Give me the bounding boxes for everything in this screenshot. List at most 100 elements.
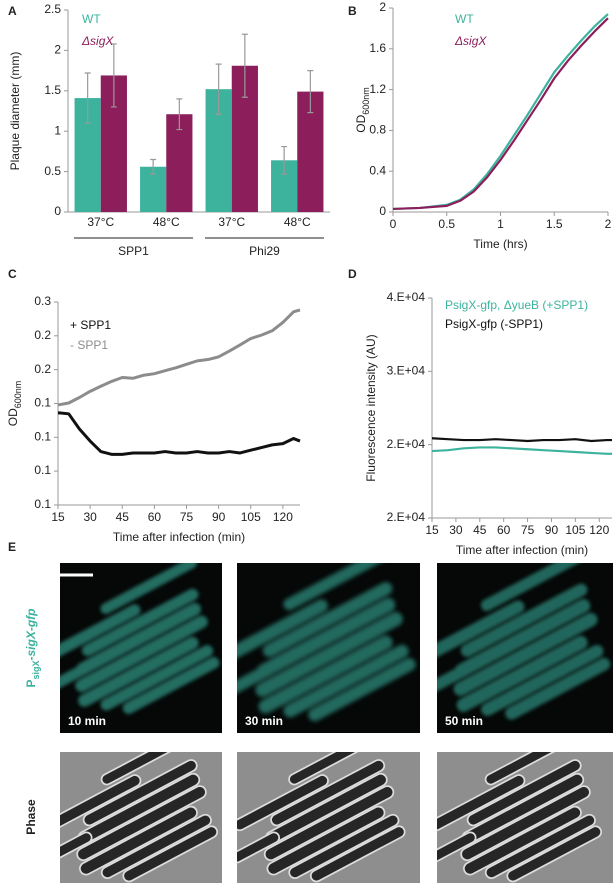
x-axis-label: Time after infection (min) (456, 543, 588, 557)
group-label: SPP1 (118, 244, 149, 258)
series-line (57, 411, 301, 456)
y-tick-label: 2 (379, 0, 386, 14)
error-bar (241, 33, 248, 98)
x-tick-label: 75 (180, 510, 194, 524)
x-tick-label: 45 (473, 523, 487, 537)
y-tick-label: 0.1 (34, 463, 51, 477)
panel-e: E 10 min 30 min 50 min PsigX-sigX-gfp Ph… (8, 540, 613, 883)
y-tick-label: 0 (379, 204, 386, 218)
x-tick-label: 48°C (284, 215, 311, 229)
row-label-part: P (24, 680, 38, 688)
y-tick-label: 3.E+04 (387, 364, 426, 378)
x-tick-label: 1.5 (546, 217, 563, 231)
y-axis-label: OD600nm (6, 381, 23, 427)
x-tick-label: 0 (390, 217, 397, 231)
x-tick-label: 37°C (87, 215, 114, 229)
x-tick-label: 45 (116, 510, 130, 524)
x-tick-label: 120 (273, 510, 293, 524)
phase-image (237, 752, 420, 883)
x-tick-label: 60 (148, 510, 162, 524)
legend-entry: WT (82, 12, 101, 26)
row-label: Phase (24, 799, 38, 835)
x-tick-label: 1 (497, 217, 504, 231)
y-tick-label: 0.1 (34, 497, 51, 511)
x-tick-label: 120 (589, 523, 609, 537)
panel-label: B (348, 4, 357, 18)
phase-image (437, 752, 613, 883)
x-tick-label: 2 (605, 217, 612, 231)
y-axis-label-part: Fluorescence intensity (AU) (364, 334, 378, 481)
y-tick-label: 0.8 (369, 123, 386, 137)
fluorescence-image (437, 563, 613, 733)
phase-image (60, 752, 222, 883)
x-tick-label: 15 (51, 510, 65, 524)
x-tick-label: 60 (497, 523, 511, 537)
y-axis-label-part: OD (6, 408, 20, 426)
y-tick-label: 0.1 (34, 396, 51, 410)
x-axis-label: Time (hrs) (473, 237, 527, 251)
y-tick-label: 2.E+04 (387, 510, 426, 524)
y-tick-label: 0.2 (34, 328, 51, 342)
y-axis-label-part: 600nm (361, 87, 371, 115)
y-axis-label-part: 600nm (13, 381, 23, 409)
y-tick-label: 0.2 (34, 362, 51, 376)
y-tick-label: 1.5 (44, 83, 61, 97)
legend-entry: PsigX-gfp, ΔyueB (+SPP1) (445, 298, 588, 312)
x-tick-label: 30 (83, 510, 97, 524)
error-bar (84, 72, 91, 124)
x-tick-label: 90 (212, 510, 226, 524)
y-tick-label: 1 (54, 123, 61, 137)
y-tick-label: 0.1 (34, 429, 51, 443)
error-bar (150, 158, 157, 175)
panel-label: D (348, 267, 357, 281)
fluorescence-image (237, 563, 420, 733)
x-tick-label: 15 (425, 523, 439, 537)
time-label: 10 min (68, 714, 106, 728)
row-label-part: sigX (31, 660, 41, 679)
panel-label: C (8, 267, 17, 281)
error-bar (281, 145, 288, 175)
x-tick-label: 37°C (218, 215, 245, 229)
x-tick-label: 105 (565, 523, 585, 537)
legend-entry: - SPP1 (70, 338, 108, 352)
y-tick-label: 1.2 (369, 82, 386, 96)
x-tick-label: 30 (449, 523, 463, 537)
y-axis-label: OD600nm (354, 87, 371, 133)
series-line (431, 437, 612, 443)
time-label: 30 min (245, 714, 283, 728)
error-bar (110, 43, 117, 108)
panel-label: A (8, 4, 17, 18)
y-tick-label: 2 (54, 43, 61, 57)
y-tick-label: 0.5 (44, 164, 61, 178)
y-tick-label: 4.E+04 (387, 290, 426, 304)
row-label-part: -sigX-gfp (24, 608, 38, 660)
x-tick-label: 105 (241, 510, 261, 524)
y-axis-label-part: Plaque diameter (mm) (8, 52, 22, 171)
y-tick-label: 0.4 (369, 163, 386, 177)
legend-entry: ΔsigX (454, 34, 487, 48)
x-tick-label: 48°C (153, 215, 180, 229)
x-axis-label: Time after infection (min) (113, 530, 245, 544)
x-tick-label: 0.5 (438, 217, 455, 231)
fluorescence-image (60, 563, 222, 733)
y-tick-label: 0 (54, 204, 61, 218)
y-tick-label: 0.3 (34, 294, 51, 308)
y-tick-label: 2.5 (44, 2, 61, 16)
legend-entry: + SPP1 (70, 318, 111, 332)
time-label: 50 min (445, 714, 483, 728)
group-label: Phi29 (249, 244, 280, 258)
series-line (57, 308, 301, 407)
legend-entry: PsigX-gfp (-SPP1) (445, 317, 543, 331)
legend-entry: ΔsigX (81, 34, 114, 48)
series-line (431, 446, 612, 455)
y-tick-label: 2.E+04 (387, 437, 426, 451)
error-bar (215, 63, 222, 115)
y-tick-label: 1.6 (369, 41, 386, 55)
series-line (392, 17, 609, 211)
x-tick-label: 75 (521, 523, 535, 537)
row-label: PsigX-sigX-gfp (24, 608, 41, 687)
error-bar (176, 98, 183, 131)
bar (166, 114, 193, 212)
series-line (392, 13, 609, 211)
